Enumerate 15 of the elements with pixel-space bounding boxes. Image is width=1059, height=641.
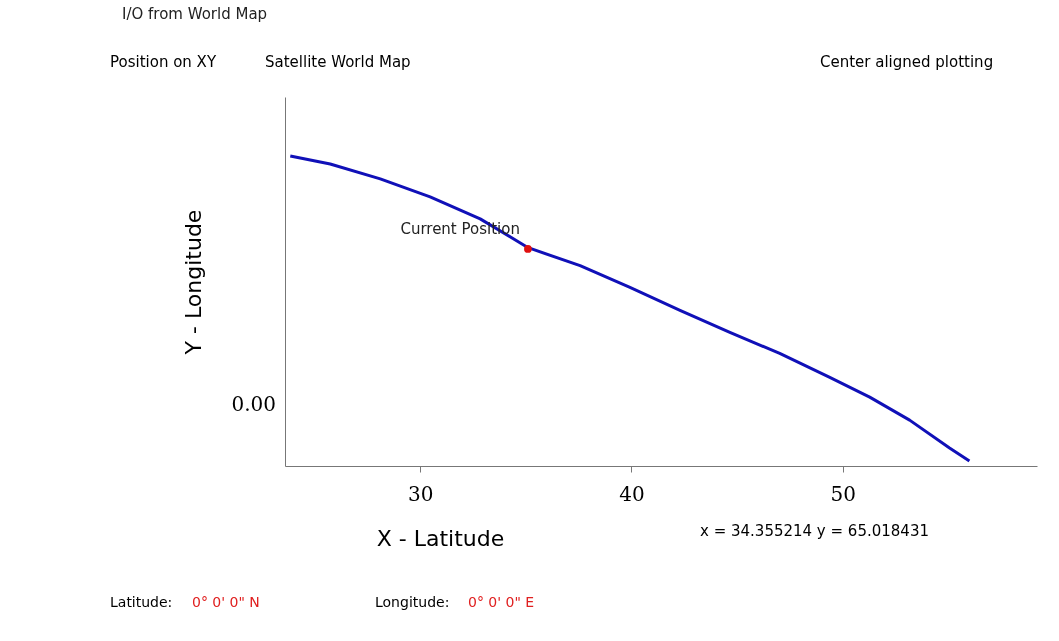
x-tick-label: 40 [619, 481, 645, 506]
text: Longitude: [375, 594, 450, 610]
text: Position on XY [110, 53, 217, 71]
text: Latitude: [110, 594, 173, 610]
x-tick-label: 30 [407, 481, 434, 506]
x-axis-title: X - Latitude [376, 525, 505, 551]
x-tick-label: 50 [830, 481, 856, 506]
text: Center aligned plotting [820, 53, 994, 71]
y-axis-title: Y - Longitude [180, 209, 206, 356]
text: x = 34.355214 y = 65.018431 [700, 522, 929, 540]
text: 0° 0' 0" E [468, 594, 535, 610]
text: 0° 0' 0" N [192, 594, 260, 610]
text: 0.00 [231, 392, 276, 416]
chart-title: I/O from World Map [122, 5, 268, 23]
text: Satellite World Map [265, 53, 411, 71]
